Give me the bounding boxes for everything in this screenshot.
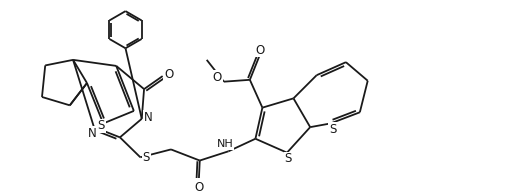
Text: N: N	[144, 111, 152, 124]
Text: S: S	[143, 151, 150, 164]
Text: S: S	[98, 119, 105, 132]
Text: S: S	[329, 123, 336, 136]
Text: O: O	[255, 44, 265, 57]
Text: S: S	[284, 152, 292, 165]
Text: O: O	[194, 180, 204, 192]
Text: NH: NH	[217, 139, 233, 149]
Text: N: N	[88, 127, 97, 140]
Text: O: O	[213, 71, 222, 84]
Text: O: O	[164, 68, 173, 81]
